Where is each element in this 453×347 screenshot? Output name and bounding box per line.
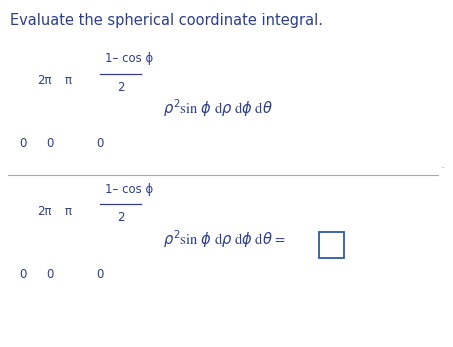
Text: 1– cos ϕ: 1– cos ϕ [105, 183, 153, 196]
Text: ∫: ∫ [97, 222, 108, 262]
Text: ∫: ∫ [97, 92, 108, 132]
Text: 1– cos ϕ: 1– cos ϕ [105, 52, 153, 65]
Text: Evaluate the spherical coordinate integral.: Evaluate the spherical coordinate integr… [10, 14, 323, 28]
Text: 0: 0 [46, 268, 54, 281]
Text: 2π: 2π [38, 75, 52, 87]
Text: $\rho^2$sin $\phi$ d$\rho$ d$\phi$ d$\theta$: $\rho^2$sin $\phi$ d$\rho$ d$\phi$ d$\th… [164, 97, 273, 119]
Text: ∫: ∫ [48, 92, 59, 132]
Text: ∫: ∫ [20, 92, 32, 132]
Text: π: π [64, 75, 72, 87]
Text: 2: 2 [117, 81, 125, 94]
Text: 2π: 2π [38, 205, 52, 218]
Text: 2: 2 [117, 211, 125, 225]
Text: ∫: ∫ [48, 222, 59, 262]
Text: 0: 0 [19, 268, 27, 281]
Text: ∫: ∫ [20, 222, 32, 262]
Text: $\rho^2$sin $\phi$ d$\rho$ d$\phi$ d$\theta$ =: $\rho^2$sin $\phi$ d$\rho$ d$\phi$ d$\th… [164, 228, 287, 250]
Text: 0: 0 [19, 137, 27, 150]
Text: ··: ·· [440, 164, 446, 174]
Text: π: π [64, 205, 72, 218]
Text: 0: 0 [96, 137, 103, 150]
Text: 0: 0 [96, 268, 103, 281]
FancyBboxPatch shape [319, 232, 343, 258]
Text: 0: 0 [46, 137, 54, 150]
